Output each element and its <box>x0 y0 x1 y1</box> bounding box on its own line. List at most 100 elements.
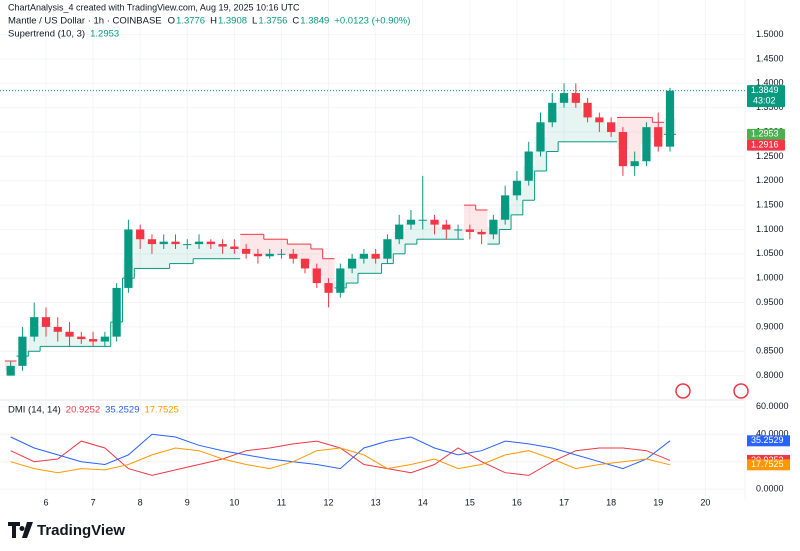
candle-body <box>489 219 498 235</box>
candle-body <box>442 224 451 230</box>
ohlc-value: 1.3756 <box>258 16 287 27</box>
y-tick-label: 0.8500 <box>756 346 784 356</box>
candle-body <box>18 336 27 366</box>
candle-body <box>171 241 180 245</box>
candle-body <box>524 151 533 181</box>
ohlc-key: L <box>252 16 257 27</box>
y-tick-label: 1.0000 <box>756 273 784 283</box>
logo: TradingView <box>8 522 125 539</box>
supertrend-fill <box>146 241 158 269</box>
candle-body <box>112 287 121 337</box>
candle-body <box>53 326 62 332</box>
candle-body <box>77 336 86 340</box>
y-tick-label: 1.1500 <box>756 199 784 209</box>
supertrend-fill <box>581 110 594 142</box>
y-tick-label: 0.0000 <box>756 484 784 494</box>
candle-body <box>289 253 298 259</box>
x-tick-label: 12 <box>324 497 334 507</box>
candle-body <box>206 241 215 245</box>
value-badge-label: 17.7525 <box>751 459 784 469</box>
x-tick-label: 10 <box>229 497 239 507</box>
supertrend-fill <box>252 234 264 256</box>
supertrend-fill <box>405 222 417 245</box>
candle-body <box>383 239 392 259</box>
candle-body <box>312 268 321 284</box>
candle-body <box>430 219 439 225</box>
candle-body <box>630 161 639 167</box>
supertrend-fill <box>475 209 488 234</box>
supertrend-fill <box>628 117 641 164</box>
candle-body <box>642 127 651 162</box>
candle-body <box>501 195 510 220</box>
x-tick-label: 13 <box>371 497 381 507</box>
price-badge-label: 1.3849 <box>751 85 779 95</box>
candle-body <box>607 122 616 133</box>
candle-body <box>371 253 380 259</box>
ohlc-value: 1.3849 <box>300 16 329 27</box>
event-icon[interactable] <box>675 383 691 399</box>
legend-entry: 20.9252 <box>66 405 100 416</box>
supertrend-fill <box>299 244 311 264</box>
ohlc: O 1.3776 H 1.3908 L 1.3756 C 1.3849 +0.0123 (+0.… <box>168 16 411 27</box>
pane-title: DMI (14, 14) <box>8 405 61 416</box>
candle-body <box>654 127 663 147</box>
dmi-line <box>10 433 671 470</box>
y-tick-label: 0.8000 <box>756 370 784 380</box>
ohlc-value: 1.3776 <box>176 16 205 27</box>
y-tick-label: 1.4500 <box>756 53 784 63</box>
price-badge <box>747 139 785 151</box>
y-tick-label: 1.4000 <box>756 78 784 88</box>
legend-entry: 17.7525 <box>144 405 178 416</box>
candle-body <box>395 224 404 240</box>
y-tick-label: 1.2000 <box>756 175 784 185</box>
x-tick-label: 9 <box>185 497 190 507</box>
candle-body <box>512 180 522 196</box>
y-tick-label: 1.2500 <box>756 151 784 161</box>
candle-body <box>6 365 15 376</box>
x-tick-label: 20 <box>700 497 710 507</box>
x-tick-label: 17 <box>559 497 569 507</box>
candle-body <box>265 253 274 257</box>
supertrend-fill <box>569 97 582 142</box>
x-tick-label: 11 <box>277 497 286 507</box>
supertrend-fill <box>134 234 147 269</box>
event-icon[interactable] <box>733 383 749 399</box>
price-badge <box>747 85 785 108</box>
ohlc-key: H <box>210 16 217 27</box>
candle-body <box>324 283 333 293</box>
y-tick-label: 0.9500 <box>756 297 784 307</box>
candle-body <box>30 317 39 337</box>
supertrend-fill <box>263 239 276 256</box>
supertrend-fill <box>193 242 205 259</box>
candle-body <box>336 268 345 293</box>
price-badge-label: 1.2953 <box>751 129 779 139</box>
x-tick-label: 15 <box>465 497 475 507</box>
candle-body <box>465 229 474 232</box>
x-tick-label: 6 <box>43 497 48 507</box>
candle-body <box>595 117 604 123</box>
y-tick-label: 0.9000 <box>756 321 784 331</box>
value-badge <box>747 459 790 471</box>
supertrend-fill <box>369 256 382 274</box>
price-badge-sub: 43:02 <box>753 96 776 106</box>
candle-body <box>453 229 463 231</box>
supertrend-fill <box>204 242 217 259</box>
candle-body <box>359 253 369 259</box>
value-badge <box>747 435 790 447</box>
supertrend-fill <box>275 239 288 254</box>
supertrend-fill <box>357 256 370 274</box>
supertrend-fill <box>558 97 570 142</box>
x-tick-label: 8 <box>138 497 143 507</box>
indicator-value: 1.2953 <box>90 29 119 40</box>
candle-body <box>230 246 239 249</box>
candle-body <box>583 102 592 118</box>
candle-body <box>477 231 486 235</box>
supertrend-fill <box>546 112 559 152</box>
plot <box>0 83 745 476</box>
candle-body <box>147 239 157 245</box>
candle-body <box>347 258 357 269</box>
supertrend-fill <box>181 244 194 264</box>
candle-body <box>41 317 51 327</box>
